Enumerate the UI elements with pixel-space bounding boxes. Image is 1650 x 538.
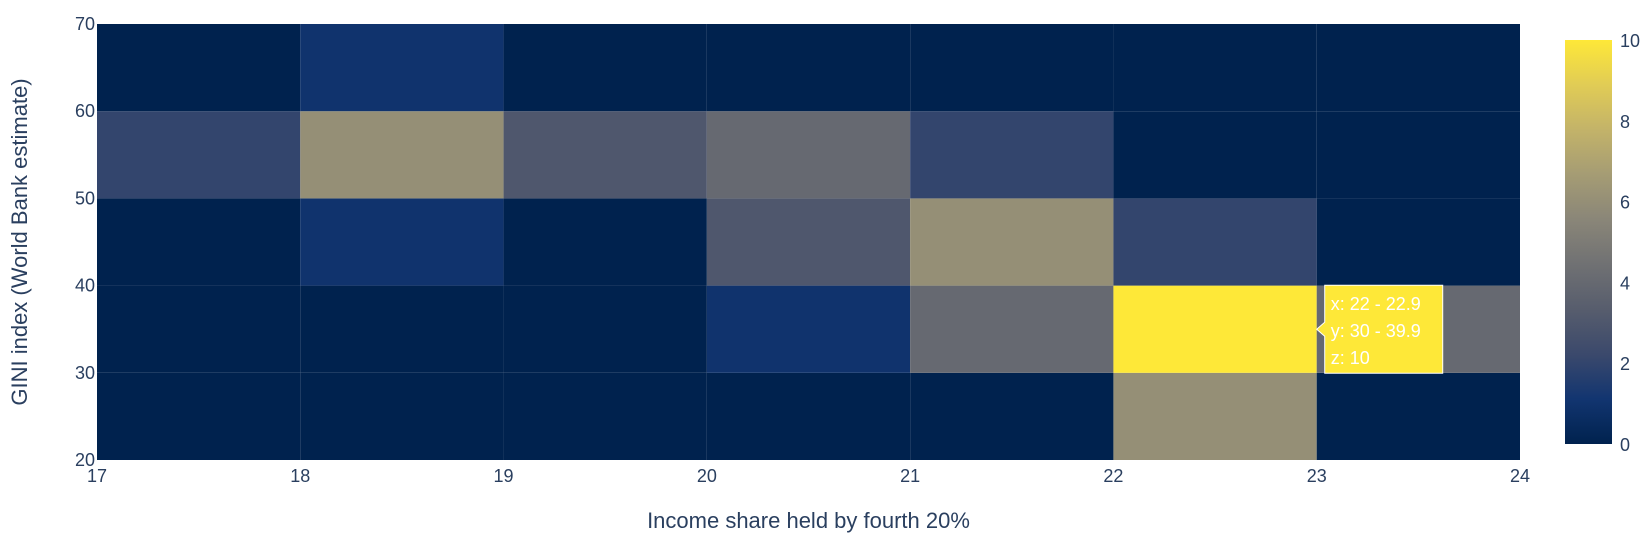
heatmap-cell[interactable] — [910, 24, 1114, 112]
y-tick-label: 50 — [75, 188, 95, 208]
heatmap-cell[interactable] — [706, 285, 911, 373]
x-tick-label: 19 — [494, 466, 514, 486]
colorbar-tick-label: 8 — [1620, 112, 1630, 132]
x-tick-label: 18 — [290, 466, 310, 486]
heatmap-cell[interactable] — [503, 372, 707, 460]
y-tick-label: 40 — [75, 276, 95, 296]
colorbar-gradient — [1565, 40, 1612, 444]
heatmap-cell[interactable] — [706, 372, 911, 460]
hover-tooltip: x: 22 - 22.9 y: 30 - 39.9 z: 10 — [1315, 284, 1444, 374]
hover-x-text: x: 22 - 22.9 — [1331, 294, 1421, 314]
y-tick-label: 20 — [75, 450, 95, 470]
heatmap-cell[interactable] — [503, 198, 707, 286]
heatmap-cell[interactable] — [1113, 285, 1317, 373]
heatmap-cell[interactable] — [1316, 111, 1520, 199]
colorbar-tick-label: 0 — [1620, 435, 1630, 455]
x-tick-label: 23 — [1307, 466, 1327, 486]
x-axis-ticks: 17 18 19 20 21 22 23 24 — [87, 466, 1530, 486]
colorbar-tick-label: 10 — [1620, 31, 1640, 51]
heatmap-cell[interactable] — [97, 24, 301, 112]
hover-z-text: z: 10 — [1331, 348, 1370, 368]
x-tick-label: 20 — [697, 466, 717, 486]
heatmap-cell[interactable] — [1113, 372, 1317, 460]
heatmap-cell[interactable] — [910, 198, 1114, 286]
heatmap-cells[interactable] — [97, 24, 1520, 460]
colorbar-tick-label: 6 — [1620, 193, 1630, 213]
heatmap-cell[interactable] — [910, 372, 1114, 460]
hover-y-text: y: 30 - 39.9 — [1331, 321, 1421, 341]
y-tick-label: 30 — [75, 363, 95, 383]
y-tick-label: 70 — [75, 14, 95, 34]
heatmap-cell[interactable] — [503, 285, 707, 373]
heatmap-cell[interactable] — [300, 285, 504, 373]
heatmap-cell[interactable] — [1316, 24, 1520, 112]
heatmap-cell[interactable] — [300, 198, 504, 286]
heatmap-cell[interactable] — [706, 111, 911, 199]
hover-tooltip-box — [1315, 284, 1444, 374]
heatmap-cell[interactable] — [97, 285, 301, 373]
heatmap-cell[interactable] — [300, 111, 504, 199]
x-tick-label: 21 — [900, 466, 920, 486]
y-tick-label: 60 — [75, 101, 95, 121]
heatmap-cell[interactable] — [503, 24, 707, 112]
heatmap-cell[interactable] — [300, 24, 504, 112]
heatmap-cell[interactable] — [706, 24, 911, 112]
colorbar: 0 2 4 6 8 10 — [1565, 31, 1640, 455]
heatmap-cell[interactable] — [97, 198, 301, 286]
x-tick-label: 17 — [87, 466, 107, 486]
heatmap-cell[interactable] — [910, 285, 1114, 373]
heatmap-cell[interactable] — [1113, 24, 1317, 112]
colorbar-tick-label: 2 — [1620, 354, 1630, 374]
heatmap-cell[interactable] — [1316, 372, 1520, 460]
heatmap-cell[interactable] — [910, 111, 1114, 199]
y-axis-ticks: 20 30 40 50 60 70 — [75, 14, 95, 470]
y-axis-title: GINI index (World Bank estimate) — [7, 78, 32, 405]
heatmap-cell[interactable] — [1316, 198, 1520, 286]
colorbar-tick-label: 4 — [1620, 273, 1630, 293]
heatmap-cell[interactable] — [1113, 111, 1317, 199]
heatmap-cell[interactable] — [706, 198, 911, 286]
x-tick-label: 24 — [1510, 466, 1530, 486]
heatmap-cell[interactable] — [503, 111, 707, 199]
x-tick-label: 22 — [1103, 466, 1123, 486]
heatmap-cell[interactable] — [97, 111, 301, 199]
heatmap-cell[interactable] — [1113, 198, 1317, 286]
heatmap-cell[interactable] — [300, 372, 504, 460]
heatmap-cell[interactable] — [97, 372, 301, 460]
x-axis-title: Income share held by fourth 20% — [647, 508, 970, 533]
